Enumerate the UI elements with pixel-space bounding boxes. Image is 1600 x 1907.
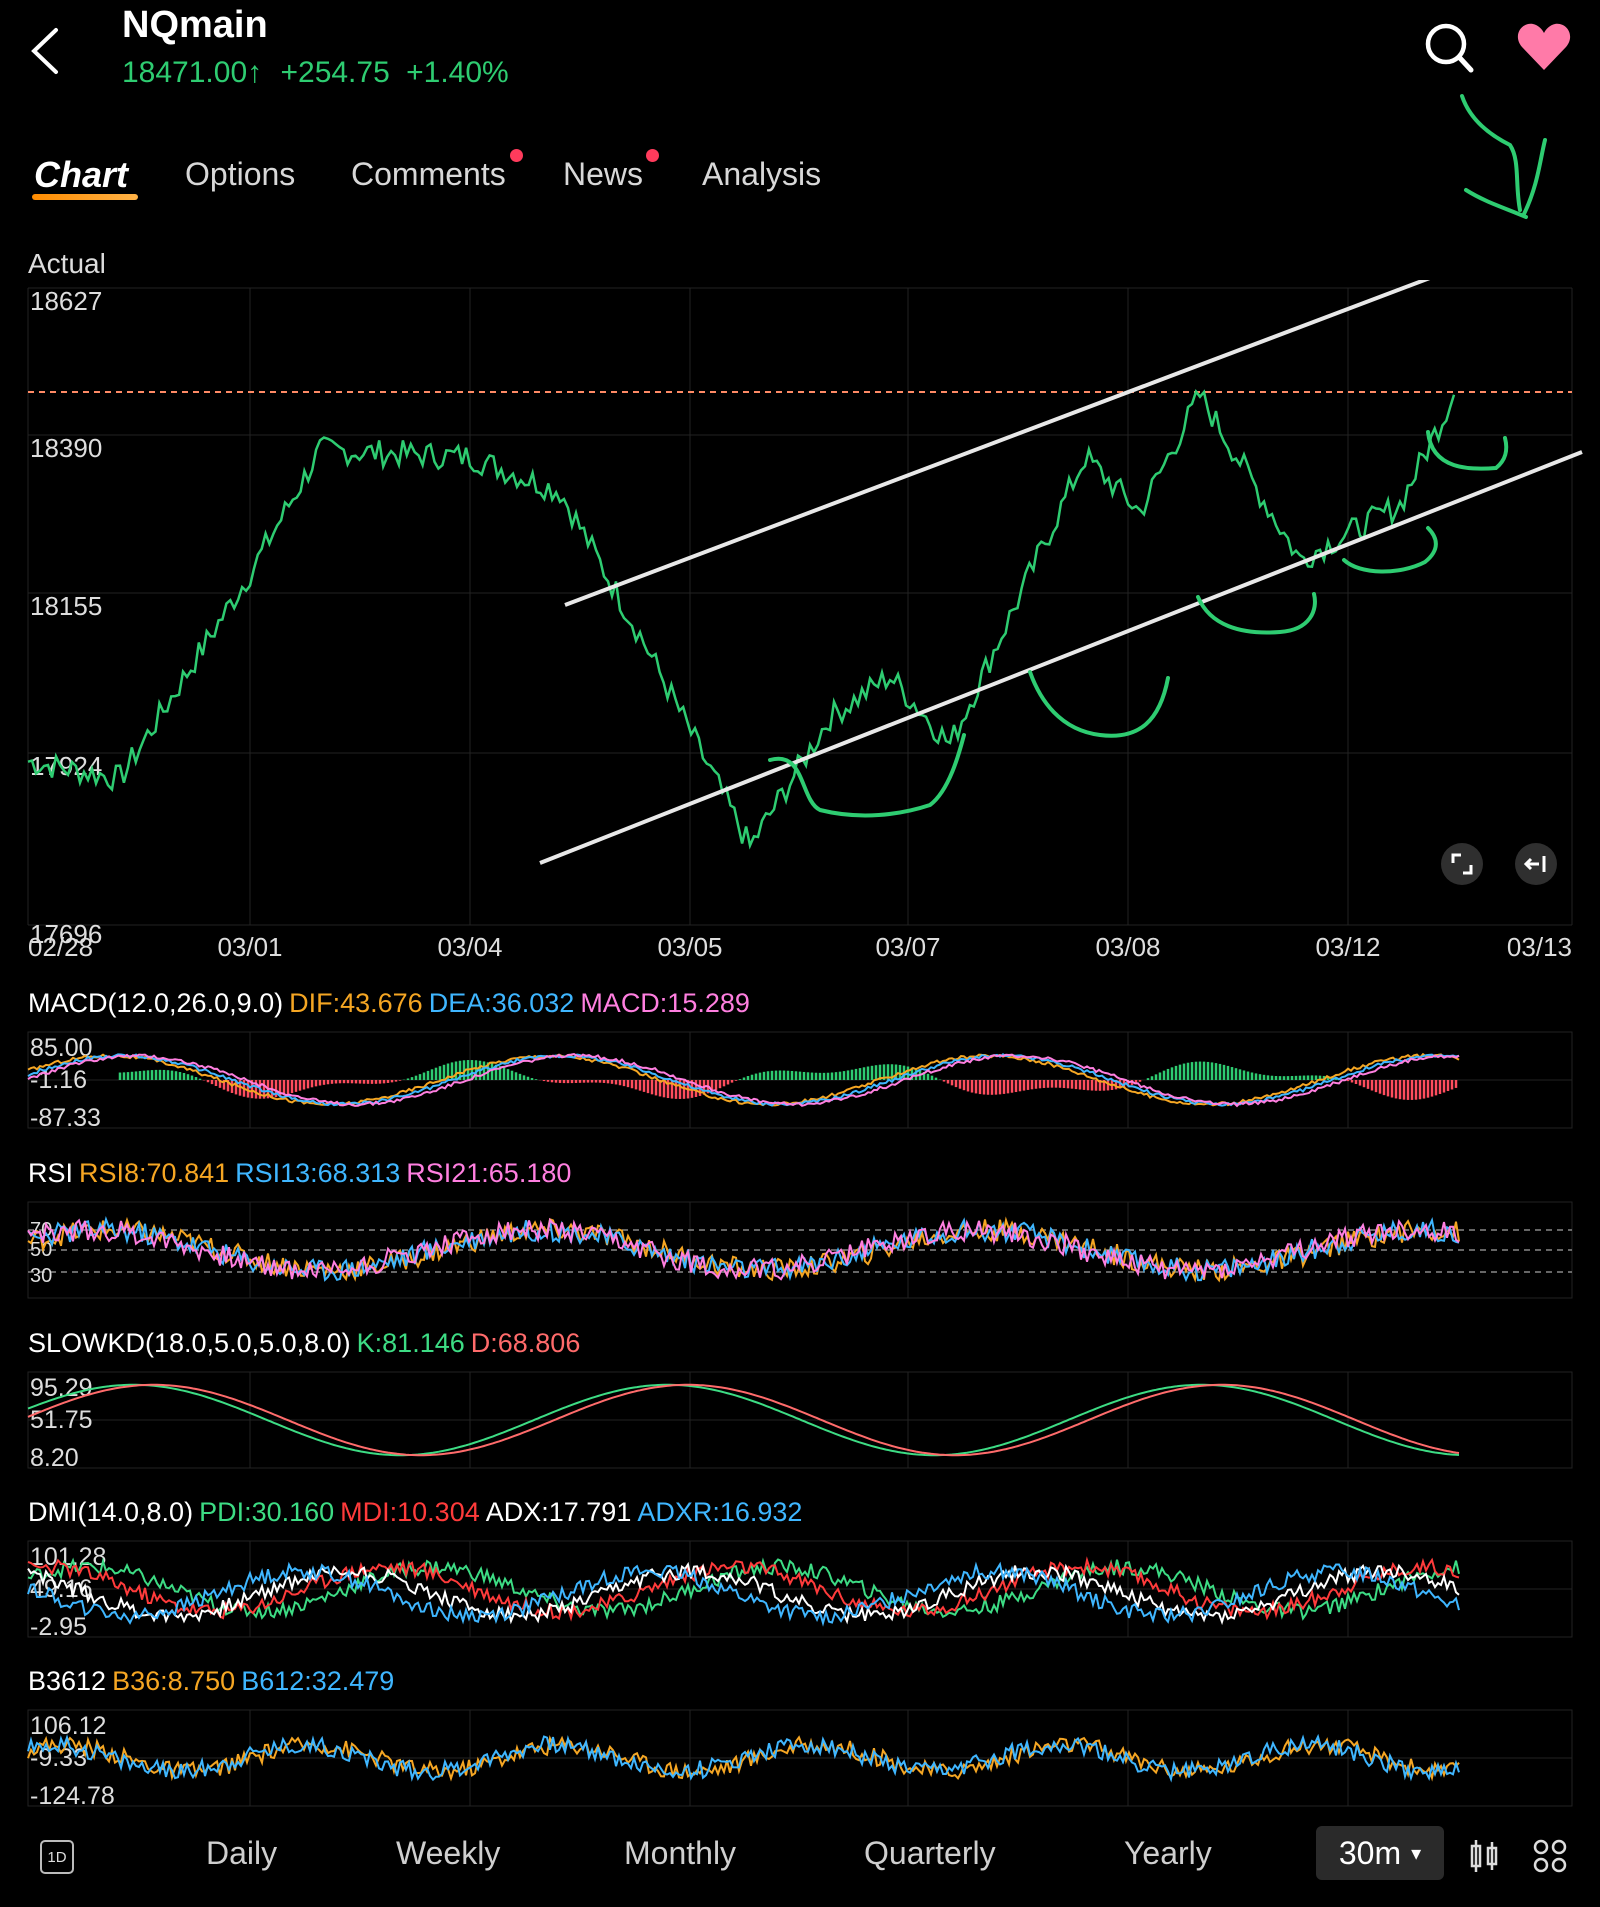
tab-analysis[interactable]: Analysis [702, 156, 822, 192]
caret-down-icon: ▾ [1411, 1842, 1422, 1865]
y-axis-label: 18627 [30, 286, 102, 316]
period-daily[interactable]: Daily [206, 1835, 278, 1871]
tab-chart[interactable]: Chart [34, 154, 129, 195]
search-icon[interactable] [1424, 22, 1474, 76]
rsi-rsi21-line [27, 1217, 1460, 1281]
rsi8: RSI8:70.841 [79, 1158, 230, 1188]
indicator-y-label: 30 [30, 1265, 52, 1287]
last-price: 18471.00 [122, 56, 248, 89]
price-change: +254.75 [280, 56, 390, 89]
x-axis-label: 03/01 [217, 932, 282, 962]
hand-drawn-curves [768, 430, 1509, 818]
indicator-y-label: -2.95 [30, 1613, 87, 1641]
dmi-adxr-line [27, 1561, 1460, 1627]
indicator-y-label: 51.75 [30, 1406, 93, 1434]
macd-dif: DIF:43.676 [289, 988, 423, 1018]
x-axis-label: 03/07 [875, 932, 940, 962]
price-series-line [27, 388, 1456, 850]
period-yearly[interactable]: Yearly [1124, 1835, 1212, 1871]
price-change-pct: +1.40% [406, 56, 509, 89]
upper-channel-line [564, 280, 1431, 607]
indicator-y-label: 50 [30, 1239, 52, 1261]
tab-news[interactable]: News [563, 156, 644, 192]
news-badge [646, 149, 659, 162]
dmi-pdi: PDI:30.160 [199, 1497, 335, 1527]
back-arrow-icon[interactable] [26, 26, 62, 76]
y-axis-label: 17924 [30, 751, 102, 781]
rsi21: RSI21:65.180 [406, 1158, 572, 1188]
scroll-to-latest-icon[interactable] [1515, 843, 1557, 885]
x-axis-label: 03/05 [657, 932, 722, 962]
macd-value: MACD:15.289 [580, 988, 750, 1018]
expand-chart-icon[interactable] [1441, 843, 1483, 885]
period-quarterly[interactable]: Quarterly [864, 1835, 996, 1871]
b3612-panel[interactable]: 106.12-9.33-124.78 [0, 1706, 1600, 1810]
slowkd-title: SLOWKD(18.0,5.0,5.0,8.0) K:81.146 D:68.806 [28, 1328, 581, 1358]
chart-mode-label: Actual [28, 248, 106, 279]
slowkd-d: D:68.806 [470, 1328, 581, 1358]
slowkd-k: K:81.146 [356, 1328, 465, 1358]
tab-options[interactable]: Options [185, 156, 296, 192]
macd-dea: DEA:36.032 [428, 988, 575, 1018]
b3612-title: B3612 B36:8.750 B612:32.479 [28, 1666, 395, 1696]
slowkd-d-line [27, 1383, 1460, 1457]
indicator-y-label: -124.78 [30, 1782, 115, 1810]
heart-icon[interactable] [1516, 22, 1572, 72]
x-axis-label: 03/04 [437, 932, 502, 962]
dmi-title: DMI(14.0,8.0) PDI:30.160 MDI:10.304 ADX:17.… [28, 1497, 803, 1527]
y-axis-label: 17696 [30, 919, 102, 949]
macd-dea-line [27, 1053, 1460, 1107]
b3612-b612-line [27, 1733, 1460, 1783]
hand-drawn-arrow [1460, 94, 1547, 219]
price-quote: 18471.00↑ +254.75 +1.40% [122, 56, 509, 90]
up-arrow-icon: ↑ [247, 56, 263, 89]
x-axis-label: 02/28 [28, 932, 93, 962]
indicator-y-label: 8.20 [30, 1444, 79, 1472]
b3612-b612: B612:32.479 [241, 1666, 395, 1696]
period-weekly[interactable]: Weekly [396, 1835, 501, 1871]
grid-layout-icon[interactable] [1532, 1838, 1568, 1874]
rsi-title: RSI RSI8:70.841 RSI13:68.313 RSI21:65.180 [28, 1158, 572, 1188]
y-axis-label: 18155 [30, 591, 102, 621]
indicator-y-label: -87.33 [30, 1104, 101, 1132]
x-axis-label: 03/08 [1095, 932, 1160, 962]
dmi-adx: ADX:17.791 [485, 1497, 632, 1527]
indicator-y-label: 106.12 [30, 1712, 106, 1740]
rsi13: RSI13:68.313 [235, 1158, 401, 1188]
x-axis-label: 03/13 [1507, 932, 1572, 962]
dmi-adx-line [27, 1561, 1460, 1626]
candlestick-icon[interactable] [1468, 1838, 1500, 1874]
timeframe-select[interactable]: 30m ▾ [1316, 1826, 1444, 1880]
tab-comments[interactable]: Comments [351, 156, 506, 192]
macd-title: MACD(12.0,26.0,9.0) DIF:43.676 DEA:36.032 M… [28, 988, 750, 1018]
x-axis-label: 03/12 [1315, 932, 1380, 962]
macd-panel[interactable]: 85.00-1.16-87.33 [0, 1028, 1600, 1132]
b3612-b36: B36:8.750 [112, 1666, 236, 1696]
active-tab-underline [32, 194, 138, 200]
timeframe-value: 30m [1338, 1834, 1402, 1871]
b3612-b36-line [27, 1734, 1460, 1782]
comments-badge [510, 149, 523, 162]
symbol-title: NQmain [122, 4, 268, 46]
macd-macd-line [27, 1053, 1460, 1108]
dmi-pdi-line [27, 1557, 1460, 1621]
dmi-adxr: ADXR:16.932 [637, 1497, 803, 1527]
dmi-mdi-line [27, 1556, 1460, 1622]
main-price-chart[interactable]: 18627 18390 18155 17924 17696 02/28 03/01 03/0… [0, 280, 1600, 970]
drawing-tool-icon[interactable]: 1D [40, 1840, 74, 1874]
period-monthly[interactable]: Monthly [624, 1835, 737, 1871]
dmi-mdi: MDI:10.304 [340, 1497, 480, 1527]
y-axis-label: 18390 [30, 433, 102, 463]
lower-channel-line [539, 450, 1583, 865]
